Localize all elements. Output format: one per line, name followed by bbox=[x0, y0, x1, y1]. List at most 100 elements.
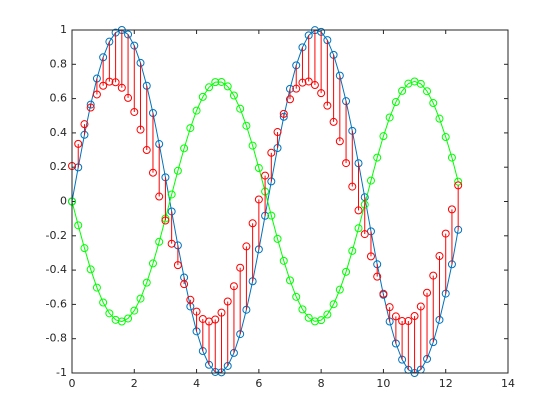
marker bbox=[148, 259, 157, 268]
x-tick-label: 12 bbox=[439, 377, 453, 390]
marker bbox=[242, 242, 251, 251]
marker bbox=[279, 112, 288, 121]
marker bbox=[348, 246, 357, 255]
marker bbox=[248, 219, 257, 228]
marker bbox=[86, 100, 95, 109]
marker bbox=[242, 121, 251, 130]
marker bbox=[80, 244, 89, 253]
marker bbox=[366, 176, 375, 185]
marker bbox=[136, 294, 145, 303]
marker bbox=[217, 308, 226, 317]
marker bbox=[267, 211, 276, 220]
marker bbox=[161, 216, 170, 225]
marker bbox=[373, 153, 382, 162]
marker bbox=[74, 139, 83, 148]
marker bbox=[173, 166, 182, 175]
y-tick-label: 0.2 bbox=[50, 160, 68, 173]
marker bbox=[329, 117, 338, 126]
marker bbox=[373, 272, 382, 281]
marker bbox=[186, 295, 195, 304]
marker bbox=[379, 289, 388, 298]
marker bbox=[416, 79, 425, 88]
marker bbox=[310, 81, 319, 90]
marker bbox=[310, 317, 319, 326]
marker bbox=[329, 300, 338, 309]
marker bbox=[80, 120, 89, 129]
marker bbox=[391, 98, 400, 107]
marker bbox=[229, 91, 238, 100]
marker bbox=[447, 205, 456, 214]
marker bbox=[267, 148, 276, 157]
marker bbox=[117, 83, 126, 92]
marker bbox=[254, 195, 263, 204]
marker bbox=[192, 307, 201, 316]
marker bbox=[360, 230, 369, 239]
marker bbox=[198, 92, 207, 101]
marker bbox=[223, 82, 232, 91]
marker bbox=[416, 302, 425, 311]
marker bbox=[236, 263, 245, 272]
marker bbox=[273, 234, 282, 243]
marker bbox=[429, 271, 438, 280]
x-tick-label: 6 bbox=[255, 377, 262, 390]
marker bbox=[86, 265, 95, 274]
marker bbox=[254, 164, 263, 173]
y-tick-label: 0.4 bbox=[50, 126, 68, 139]
marker bbox=[335, 137, 344, 146]
marker bbox=[180, 280, 189, 289]
marker bbox=[435, 252, 444, 261]
marker bbox=[304, 313, 313, 322]
marker bbox=[236, 104, 245, 113]
marker bbox=[124, 93, 133, 102]
marker bbox=[298, 78, 307, 87]
y-tick-label: 0.8 bbox=[50, 57, 68, 70]
marker bbox=[148, 168, 157, 177]
y-tick-label: 0.6 bbox=[50, 92, 68, 105]
x-tick-label: 10 bbox=[376, 377, 390, 390]
marker bbox=[279, 256, 288, 265]
marker bbox=[404, 317, 413, 326]
marker bbox=[323, 310, 332, 319]
marker bbox=[398, 86, 407, 95]
axes-box bbox=[71, 29, 509, 374]
marker bbox=[142, 146, 151, 155]
marker bbox=[130, 306, 139, 315]
marker bbox=[354, 206, 363, 215]
marker bbox=[86, 103, 95, 112]
marker bbox=[379, 132, 388, 141]
marker bbox=[435, 114, 444, 123]
y-tick-label: -0.2 bbox=[46, 229, 67, 242]
marker bbox=[342, 267, 351, 276]
marker bbox=[410, 312, 419, 321]
marker bbox=[441, 133, 450, 142]
marker bbox=[292, 292, 301, 301]
marker bbox=[286, 95, 294, 104]
marker bbox=[429, 99, 438, 108]
x-tick-label: 8 bbox=[318, 377, 325, 390]
marker bbox=[99, 81, 108, 90]
marker bbox=[99, 298, 108, 307]
marker bbox=[423, 288, 432, 297]
marker bbox=[261, 171, 270, 180]
marker bbox=[211, 315, 220, 324]
x-tick-label: 0 bbox=[69, 377, 76, 390]
marker bbox=[180, 144, 189, 153]
marker bbox=[155, 237, 164, 246]
marker bbox=[248, 141, 257, 150]
marker bbox=[124, 314, 133, 323]
marker bbox=[173, 261, 182, 270]
marker bbox=[317, 316, 326, 325]
marker bbox=[279, 109, 288, 118]
marker bbox=[391, 312, 400, 321]
marker bbox=[111, 78, 120, 87]
marker bbox=[192, 106, 201, 115]
marker bbox=[366, 252, 375, 261]
marker bbox=[211, 78, 220, 87]
marker bbox=[398, 317, 407, 326]
marker bbox=[385, 303, 394, 312]
y-tick-label: -0.6 bbox=[46, 297, 67, 310]
marker bbox=[354, 224, 363, 233]
y-tick-label: -0.4 bbox=[46, 263, 67, 276]
